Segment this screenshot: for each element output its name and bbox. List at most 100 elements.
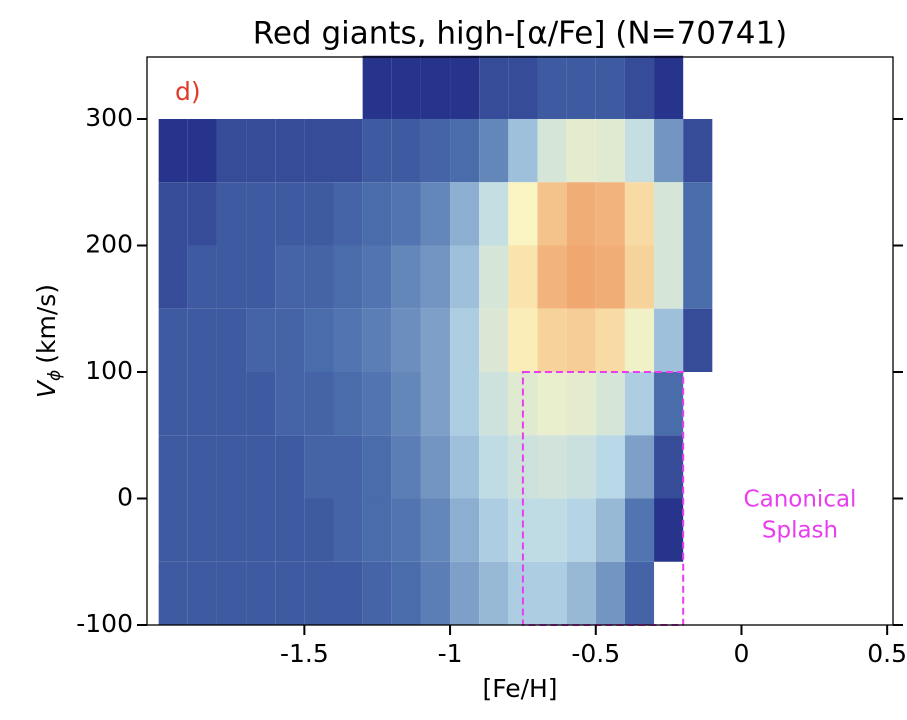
heat-cell bbox=[275, 308, 305, 372]
heat-cell bbox=[420, 55, 451, 119]
heat-cell bbox=[566, 182, 596, 246]
y-label-unit: (km/s) bbox=[32, 284, 61, 364]
heat-cell bbox=[508, 245, 538, 309]
heat-cell bbox=[595, 308, 625, 372]
heat-cell bbox=[566, 55, 596, 119]
heat-cell bbox=[595, 435, 625, 499]
heat-cell bbox=[508, 308, 538, 372]
heat-cell bbox=[304, 308, 334, 372]
heat-cell bbox=[479, 118, 509, 183]
heat-cell bbox=[654, 118, 684, 183]
heat-cell bbox=[537, 182, 567, 246]
heat-cell bbox=[304, 182, 334, 246]
heat-cell bbox=[333, 498, 363, 562]
chart-title: Red giants, high-[α/Fe] (N=70741) bbox=[253, 16, 788, 52]
heat-cell bbox=[246, 118, 276, 183]
heat-cell bbox=[246, 182, 276, 246]
heat-cell bbox=[275, 182, 305, 246]
heat-cell bbox=[537, 561, 567, 625]
annotation: Canonical bbox=[744, 487, 857, 513]
x-tick-label: 0 bbox=[734, 639, 750, 668]
heat-cell bbox=[420, 561, 451, 625]
heat-cell bbox=[450, 245, 480, 309]
heat-cell bbox=[158, 561, 188, 625]
heat-cell bbox=[187, 371, 217, 436]
y-tick-label: 100 bbox=[85, 356, 133, 385]
heat-cell bbox=[450, 308, 480, 372]
heat-cell bbox=[479, 245, 509, 309]
heat-cell bbox=[362, 55, 392, 119]
heat-cell bbox=[450, 561, 480, 625]
heat-cell bbox=[216, 118, 247, 183]
heat-cell bbox=[187, 498, 217, 562]
heat-cell bbox=[420, 245, 451, 309]
heat-cell bbox=[595, 371, 625, 436]
heat-cell bbox=[654, 371, 684, 436]
heat-cell bbox=[333, 182, 363, 246]
heat-cell bbox=[450, 55, 480, 119]
heat-cell bbox=[450, 182, 480, 246]
heat-cell bbox=[537, 308, 567, 372]
heat-cell bbox=[654, 245, 684, 309]
heat-cell bbox=[333, 118, 363, 183]
heat-cell bbox=[537, 371, 567, 436]
heat-cell bbox=[391, 371, 421, 436]
heat-cell bbox=[537, 118, 567, 183]
heat-cell bbox=[595, 245, 625, 309]
heat-cell bbox=[362, 371, 392, 436]
heat-cell bbox=[450, 498, 480, 562]
heat-cell bbox=[158, 371, 188, 436]
heat-cell bbox=[450, 118, 480, 183]
y-tick-label: 300 bbox=[85, 103, 133, 132]
heat-cell bbox=[362, 182, 392, 246]
y-label-subscript: ϕ bbox=[45, 370, 65, 381]
heat-cell bbox=[304, 498, 334, 562]
heat-cell bbox=[304, 561, 334, 625]
heat-cell bbox=[508, 498, 538, 562]
heat-cell bbox=[450, 435, 480, 499]
x-tick-label: 0.5 bbox=[867, 639, 907, 668]
heat-cell bbox=[420, 498, 451, 562]
heat-cell bbox=[275, 561, 305, 625]
heat-cell bbox=[537, 498, 567, 562]
heat-cell bbox=[362, 308, 392, 372]
heat-cell bbox=[508, 55, 538, 119]
heat-cell bbox=[187, 435, 217, 499]
heat-cell bbox=[187, 245, 217, 309]
heat-cell bbox=[624, 561, 655, 625]
heat-cell bbox=[187, 561, 217, 625]
y-axis-label: Vϕ (km/s) bbox=[32, 284, 65, 398]
heat-cell bbox=[479, 55, 509, 119]
x-tick-label: -1.5 bbox=[280, 639, 329, 668]
heat-cell bbox=[479, 371, 509, 436]
heat-cell bbox=[450, 371, 480, 436]
heat-cell bbox=[566, 118, 596, 183]
x-tick-label: -1 bbox=[438, 639, 463, 668]
heat-cell bbox=[246, 371, 276, 436]
heat-cell bbox=[246, 245, 276, 309]
heat-cell bbox=[187, 118, 217, 183]
heat-cell bbox=[391, 245, 421, 309]
heat-cell bbox=[333, 435, 363, 499]
heat-cell bbox=[508, 118, 538, 183]
annotation: Splash bbox=[762, 518, 838, 544]
heat-cell bbox=[683, 118, 713, 183]
heat-cell bbox=[508, 182, 538, 246]
y-tick-label: 0 bbox=[117, 482, 133, 511]
heat-cell bbox=[333, 245, 363, 309]
heat-cell bbox=[246, 561, 276, 625]
heat-cell bbox=[420, 371, 451, 436]
heat-cell bbox=[566, 308, 596, 372]
heat-cell bbox=[479, 182, 509, 246]
heat-cell bbox=[654, 308, 684, 372]
heat-cell bbox=[304, 118, 334, 183]
heat-cell bbox=[275, 498, 305, 562]
heat-cell bbox=[654, 182, 684, 246]
heat-cell bbox=[362, 498, 392, 562]
heat-cell bbox=[624, 55, 655, 119]
plot-frame bbox=[146, 56, 894, 626]
heat-cell bbox=[362, 245, 392, 309]
heat-cell bbox=[420, 118, 451, 183]
heat-cell bbox=[333, 308, 363, 372]
heat-cell bbox=[216, 561, 247, 625]
